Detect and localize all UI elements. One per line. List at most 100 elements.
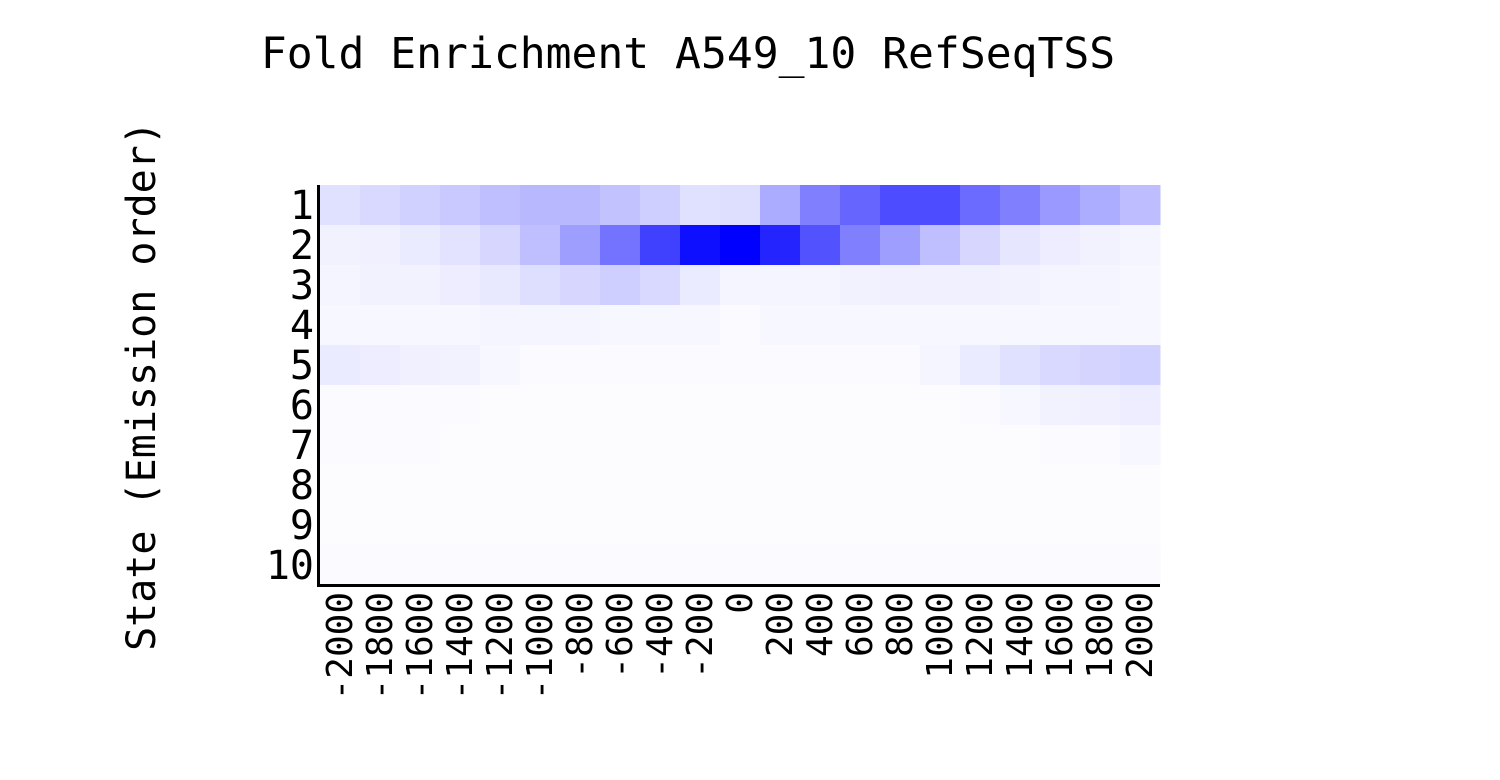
heatmap-cell [960,425,1001,466]
heatmap-cell [800,265,841,306]
heatmap-cell [640,425,681,466]
heatmap-cell [920,425,961,466]
heatmap-cell [480,425,521,466]
heatmap-cell [1080,385,1121,426]
heatmap-cell [600,185,641,226]
heatmap-cell [1120,185,1161,226]
heatmap-cell [480,385,521,426]
heatmap-cell [480,305,521,346]
heatmap-cell [800,225,841,266]
heatmap-cell [960,265,1001,306]
heatmap-cell [560,345,601,386]
heatmap-cell [960,545,1001,586]
heatmap-cell [1000,425,1041,466]
heatmap-cell [440,465,481,506]
heatmap-cell [400,265,441,306]
heatmap-cell [960,345,1001,386]
heatmap-cell [640,185,681,226]
heatmap-cell [520,305,561,346]
x-tick-label: -600 [600,592,641,679]
heatmap-cell [1000,465,1041,506]
heatmap-cell [720,265,761,306]
heatmap-cell [1000,505,1041,546]
heatmap-cell [400,545,441,586]
heatmap-cell [320,465,361,506]
heatmap-cell [400,185,441,226]
heatmap-cell [360,425,401,466]
heatmap-cells [320,185,1161,586]
heatmap-cell [640,465,681,506]
x-tick-label: -1200 [480,592,521,700]
heatmap-cell [400,305,441,346]
heatmap-cell [360,465,401,506]
heatmap-cell [440,225,481,266]
heatmap-cell [720,505,761,546]
heatmap-cell [480,225,521,266]
heatmap-cell [840,265,881,306]
heatmap-cell [1040,225,1081,266]
heatmap-cell [600,265,641,306]
y-tick-label: 9 [290,503,314,549]
heatmap-cell [1000,265,1041,306]
heatmap-cell [1040,185,1081,226]
chart-title: Fold Enrichment A549_10 RefSeqTSS [261,29,1115,79]
heatmap-cell [1040,505,1081,546]
heatmap-cell [360,545,401,586]
heatmap-cell [480,185,521,226]
heatmap-cell [440,425,481,466]
y-tick-label: 6 [290,383,314,429]
heatmap-cell [1000,305,1041,346]
heatmap-cell [1040,265,1081,306]
heatmap-cell [320,225,361,266]
heatmap-cell [800,185,841,226]
x-tick-labels: -2000 -1800 -1600 -1400 -1200 -1000 -800 -600 -4… [320,592,1161,700]
x-tick-label: -1400 [440,592,481,700]
heatmap-cell [600,465,641,506]
heatmap-cell [960,305,1001,346]
heatmap-cell [840,465,881,506]
heatmap-cell [1120,345,1161,386]
heatmap-cell [680,465,721,506]
heatmap-cell [480,465,521,506]
x-tick-label: 800 [880,592,921,657]
heatmap-cell [680,265,721,306]
heatmap-cell [480,505,521,546]
heatmap-cell [960,465,1001,506]
y-tick-label: 8 [290,463,314,509]
heatmap-cell [1120,265,1161,306]
heatmap-cell [800,385,841,426]
heatmap-cell [920,185,961,226]
heatmap-cell [760,265,801,306]
x-tick-label: 600 [840,592,881,657]
x-tick-label: 1400 [1000,592,1041,679]
heatmap-cell [1040,465,1081,506]
y-tick-label: 1 [290,183,314,229]
heatmap-cell [760,305,801,346]
heatmap-cell [680,185,721,226]
heatmap-cell [840,225,881,266]
heatmap-cell [840,385,881,426]
heatmap-cell [760,465,801,506]
heatmap-cell [880,305,921,346]
heatmap-cell [360,345,401,386]
heatmap-cell [680,505,721,546]
heatmap-cell [1080,345,1121,386]
heatmap-cell [920,345,961,386]
heatmap-cell [1040,385,1081,426]
x-tick-label: -1600 [400,592,441,700]
x-tick-label: -800 [560,592,601,679]
heatmap-cell [840,185,881,226]
heatmap-cell [1080,425,1121,466]
heatmap-cell [600,545,641,586]
heatmap-cell [520,505,561,546]
heatmap-cell [480,265,521,306]
heatmap-cell [760,545,801,586]
heatmap-cell [1080,305,1121,346]
heatmap-cell [1080,505,1121,546]
heatmap-cell [640,345,681,386]
heatmap-cell [1080,225,1121,266]
heatmap-cell [480,345,521,386]
heatmap-cell [840,345,881,386]
y-tick-label: 4 [290,303,314,349]
heatmap-cell [960,505,1001,546]
